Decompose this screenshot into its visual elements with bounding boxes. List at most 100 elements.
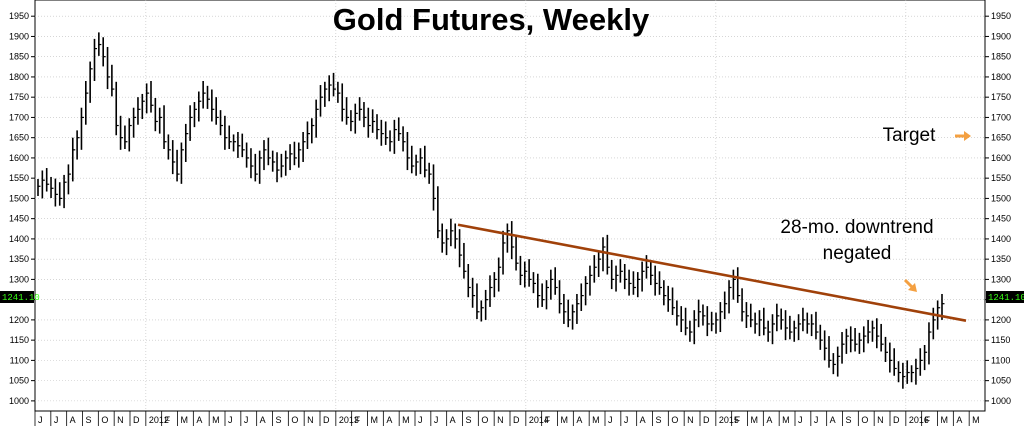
x-tick-label: F bbox=[165, 415, 171, 425]
price-bar bbox=[923, 344, 928, 371]
price-bar bbox=[728, 280, 732, 314]
left-tick-label: 1750 bbox=[9, 92, 29, 102]
price-bar bbox=[897, 361, 902, 383]
last-price-label-right: 1241.10 bbox=[988, 293, 1024, 303]
x-tick-label: M bbox=[402, 415, 410, 425]
right-tick-label: 1750 bbox=[991, 92, 1011, 102]
x-tick-label: D bbox=[133, 415, 140, 425]
x-tick-label: S bbox=[846, 415, 852, 425]
price-bar bbox=[793, 320, 797, 342]
price-bar bbox=[324, 81, 328, 107]
price-bar bbox=[441, 223, 445, 253]
right-tick-label: 1950 bbox=[991, 11, 1011, 21]
x-tick-label: M bbox=[941, 415, 949, 425]
x-tick-label: A bbox=[830, 415, 836, 425]
price-bar bbox=[85, 80, 89, 125]
price-bar bbox=[797, 314, 802, 341]
price-bar bbox=[910, 365, 915, 383]
price-bar bbox=[124, 125, 128, 150]
price-bar bbox=[597, 251, 602, 277]
price-bar bbox=[258, 150, 263, 184]
right-tick-label: 1800 bbox=[991, 72, 1011, 82]
x-tick-label: S bbox=[466, 415, 472, 425]
price-bar bbox=[384, 121, 389, 145]
x-tick-label: J bbox=[624, 415, 629, 425]
price-bar bbox=[641, 261, 645, 292]
price-bar bbox=[263, 140, 267, 171]
price-bar bbox=[67, 164, 71, 195]
right-tick-label: 1050 bbox=[991, 376, 1011, 386]
price-bar bbox=[463, 242, 467, 279]
price-bar bbox=[202, 80, 206, 109]
price-bar bbox=[115, 81, 119, 136]
price-bar bbox=[119, 115, 124, 150]
x-tick-label: 2013 bbox=[339, 415, 359, 425]
price-bar bbox=[706, 306, 710, 337]
price-bar bbox=[819, 324, 823, 350]
target-label: Target bbox=[883, 125, 937, 146]
price-bar bbox=[358, 97, 363, 121]
x-tick-label: N bbox=[307, 415, 314, 425]
price-bar bbox=[63, 174, 67, 209]
price-bar bbox=[415, 154, 419, 176]
price-bar bbox=[932, 307, 936, 340]
price-bar bbox=[58, 182, 63, 206]
price-bar bbox=[410, 145, 415, 174]
price-bar bbox=[523, 261, 528, 288]
price-bar bbox=[45, 168, 50, 192]
price-bar bbox=[780, 308, 784, 330]
price-bar bbox=[789, 315, 793, 340]
price-bar bbox=[245, 142, 250, 168]
left-tick-label: 1600 bbox=[9, 153, 29, 163]
price-bar bbox=[689, 320, 693, 342]
left-tick-label: 1450 bbox=[9, 214, 29, 224]
price-bar bbox=[267, 137, 271, 166]
price-bar bbox=[389, 130, 393, 152]
price-bar bbox=[584, 276, 589, 306]
price-bar bbox=[228, 125, 232, 150]
plot-area bbox=[34, 0, 986, 412]
price-bar bbox=[528, 259, 532, 287]
price-bar bbox=[784, 310, 789, 341]
price-bar bbox=[184, 123, 189, 162]
price-bar bbox=[763, 307, 767, 336]
price-bar bbox=[589, 265, 593, 296]
price-bar bbox=[371, 109, 376, 133]
left-tick-label: 1550 bbox=[9, 173, 29, 183]
x-tick-label: F bbox=[735, 415, 741, 425]
price-bar bbox=[458, 229, 463, 268]
price-bar bbox=[450, 218, 454, 247]
price-bar bbox=[867, 319, 871, 344]
price-bar bbox=[828, 336, 832, 368]
right-tick-label: 1850 bbox=[991, 52, 1011, 62]
right-tick-label: 1700 bbox=[991, 112, 1011, 122]
x-tick-label: M bbox=[212, 415, 220, 425]
price-bar bbox=[176, 149, 180, 182]
price-bar bbox=[858, 332, 862, 354]
price-bar bbox=[158, 107, 163, 134]
price-bar bbox=[576, 293, 580, 324]
price-bar bbox=[480, 300, 484, 322]
price-bar bbox=[145, 83, 150, 114]
price-bar bbox=[354, 103, 358, 134]
x-tick-label: M bbox=[371, 415, 379, 425]
price-bar bbox=[580, 283, 584, 311]
x-tick-label: A bbox=[576, 415, 582, 425]
x-tick-label: M bbox=[782, 415, 790, 425]
price-bar bbox=[224, 115, 228, 150]
price-bar bbox=[806, 312, 810, 334]
price-bar bbox=[306, 121, 310, 150]
price-bar bbox=[237, 132, 241, 158]
price-bar bbox=[593, 255, 597, 283]
price-bar bbox=[254, 153, 258, 182]
x-tick-label: S bbox=[656, 415, 662, 425]
price-bar bbox=[515, 234, 519, 271]
price-bar bbox=[393, 119, 397, 154]
price-bar bbox=[50, 176, 54, 199]
price-bar bbox=[406, 132, 410, 171]
price-bar bbox=[541, 283, 545, 307]
price-bar bbox=[567, 299, 571, 328]
price-bar bbox=[676, 300, 680, 326]
price-bar bbox=[376, 114, 380, 140]
price-bar bbox=[293, 141, 297, 166]
